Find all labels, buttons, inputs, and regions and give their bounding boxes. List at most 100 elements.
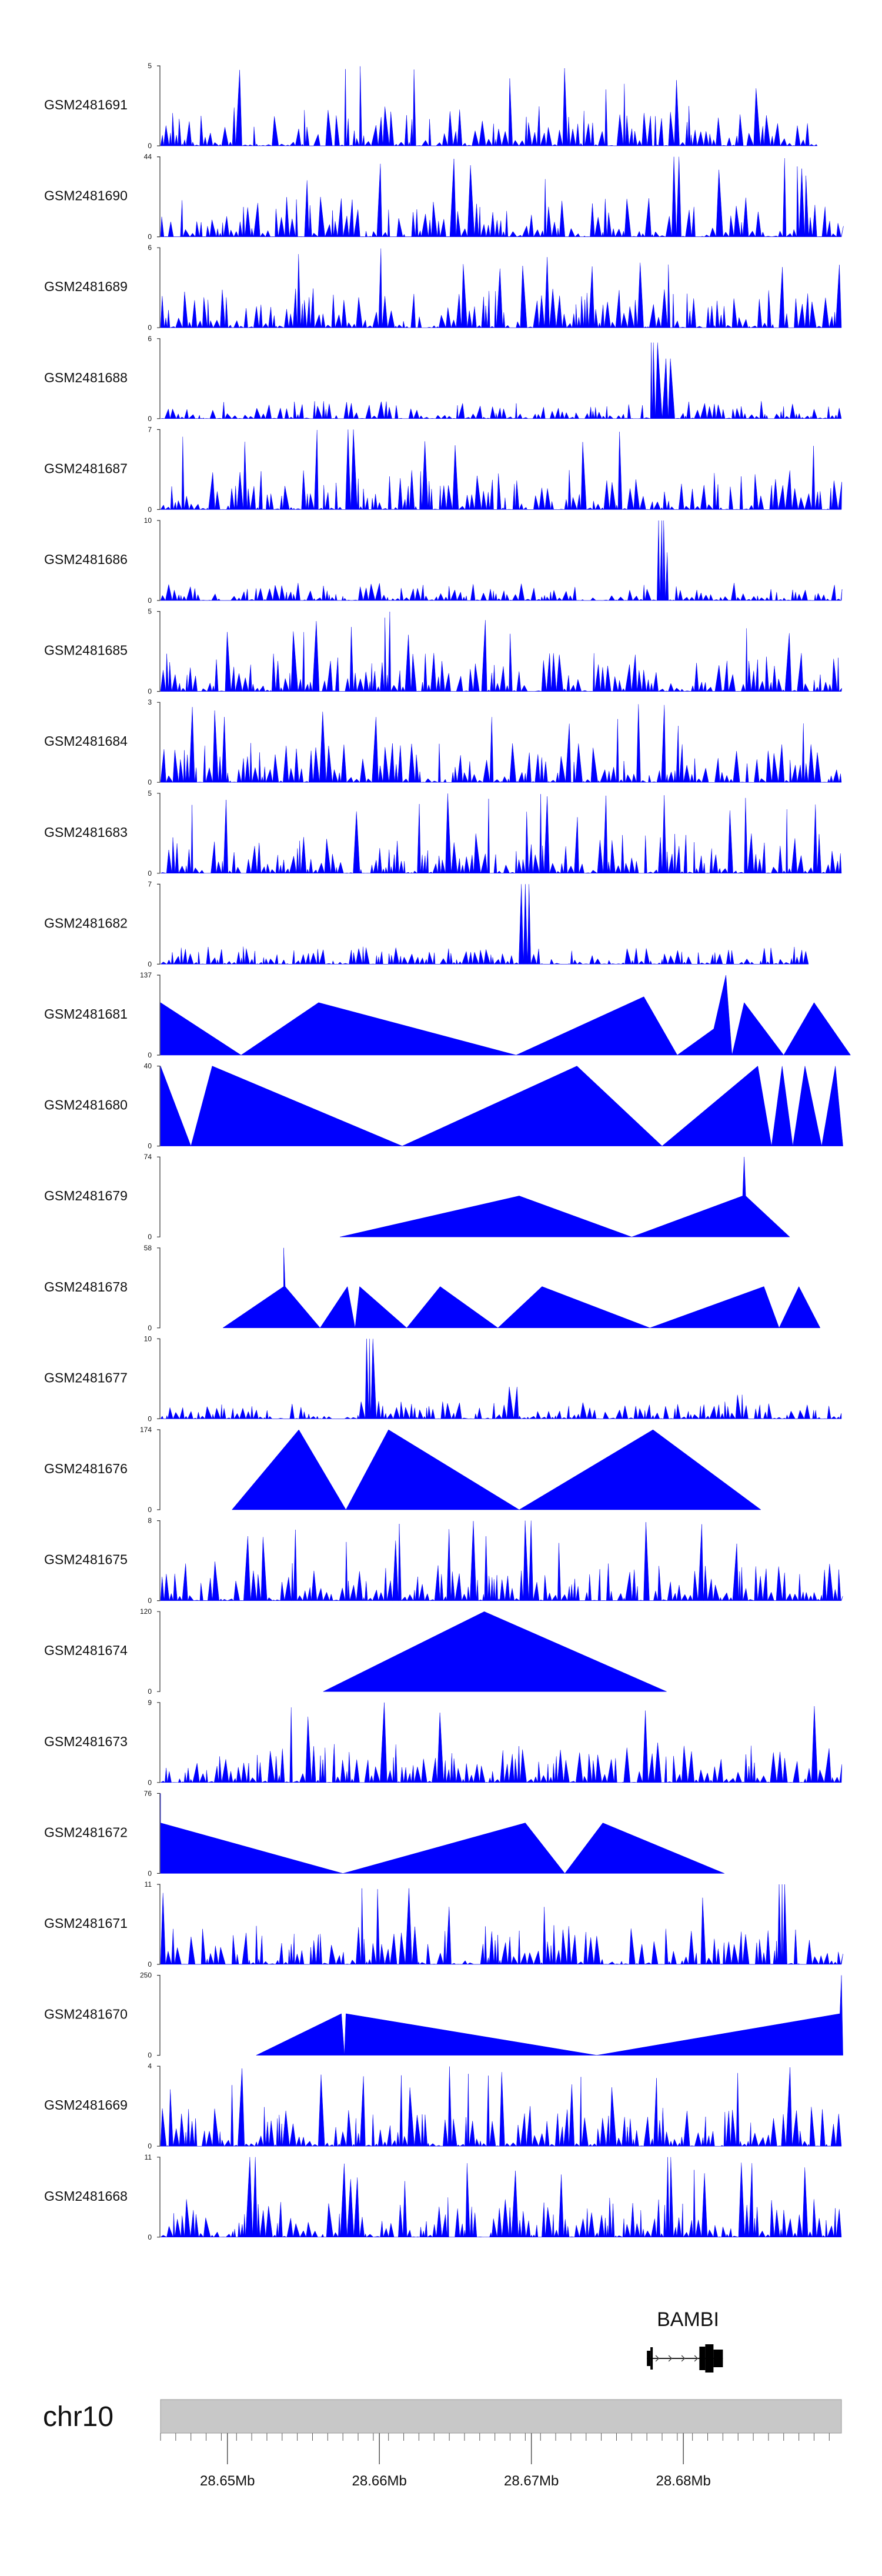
track-GSM2481679: GSM2481679 74 0 xyxy=(44,1153,790,1241)
track-label: GSM2481685 xyxy=(44,643,128,658)
coverage-area xyxy=(160,342,842,419)
y-tick-max: 5 xyxy=(148,608,152,616)
x-tick-label: 28.65Mb xyxy=(200,2473,255,2489)
coverage-area xyxy=(160,704,842,783)
coverage-area xyxy=(160,1793,725,1874)
track-GSM2481688: GSM2481688 6 0 xyxy=(44,335,842,423)
y-axis xyxy=(157,1520,161,1601)
y-tick-min: 0 xyxy=(148,1233,152,1241)
y-tick-max: 250 xyxy=(140,1971,152,1980)
y-tick-min: 0 xyxy=(148,1869,152,1877)
y-axis xyxy=(157,65,161,146)
track-label: GSM2481691 xyxy=(44,97,128,112)
gene-exon xyxy=(699,2347,706,2370)
track-label: GSM2481668 xyxy=(44,2188,128,2204)
strand-arrow-icon xyxy=(694,2355,699,2362)
coverage-area xyxy=(160,1702,843,1783)
y-axis xyxy=(157,1066,161,1147)
y-tick-max: 5 xyxy=(148,62,152,70)
y-tick-max: 137 xyxy=(140,971,152,979)
gene-exon xyxy=(713,2350,723,2367)
y-axis xyxy=(157,1975,161,2056)
track-GSM2481675: GSM2481675 8 0 xyxy=(44,1517,843,1605)
track-GSM2481672: GSM2481672 76 0 xyxy=(44,1789,725,1877)
track-label: GSM2481686 xyxy=(44,552,128,567)
coverage-area xyxy=(323,1611,667,1692)
track-GSM2481685: GSM2481685 5 0 xyxy=(44,608,843,696)
track-label: GSM2481684 xyxy=(44,733,128,749)
y-tick-min: 0 xyxy=(148,1051,152,1059)
y-tick-min: 0 xyxy=(148,1687,152,1696)
track-GSM2481674: GSM2481674 120 0 xyxy=(44,1607,667,1696)
y-tick-min: 0 xyxy=(148,2142,152,2150)
track-GSM2481686: GSM2481686 10 0 xyxy=(44,516,843,605)
track-label: GSM2481670 xyxy=(44,2007,128,2022)
coverage-area xyxy=(231,1429,761,1510)
coverage-area xyxy=(160,612,843,692)
y-tick-min: 0 xyxy=(148,323,152,332)
coverage-area xyxy=(256,1975,843,2056)
track-label: GSM2481681 xyxy=(44,1006,128,1022)
track-label: GSM2481688 xyxy=(44,370,128,385)
gene-exon xyxy=(705,2344,714,2373)
y-tick-max: 3 xyxy=(148,698,152,706)
y-tick-max: 5 xyxy=(148,789,152,798)
coverage-area xyxy=(160,975,851,1056)
y-tick-max: 120 xyxy=(140,1607,152,1616)
track-label: GSM2481676 xyxy=(44,1461,128,1476)
y-tick-max: 76 xyxy=(144,1789,152,1797)
y-tick-min: 0 xyxy=(148,2051,152,2060)
track-label: GSM2481678 xyxy=(44,1279,128,1294)
coverage-area xyxy=(222,1247,821,1329)
y-tick-min: 0 xyxy=(148,233,152,241)
coverage-area xyxy=(160,2157,842,2238)
track-label: GSM2481673 xyxy=(44,1734,128,1749)
track-GSM2481689: GSM2481689 6 0 xyxy=(44,243,842,332)
y-axis xyxy=(157,429,161,510)
track-label: GSM2481687 xyxy=(44,461,128,476)
y-axis xyxy=(157,1611,161,1692)
y-tick-min: 0 xyxy=(148,960,152,968)
y-tick-max: 7 xyxy=(148,880,152,888)
coverage-area xyxy=(160,520,843,601)
y-tick-max: 4 xyxy=(148,2062,152,2070)
track-label: GSM2481679 xyxy=(44,1188,128,1203)
y-tick-max: 40 xyxy=(144,1062,152,1070)
y-axis xyxy=(157,1702,161,1783)
y-tick-max: 8 xyxy=(148,1517,152,1525)
track-label: GSM2481683 xyxy=(44,825,128,840)
coverage-area xyxy=(160,1884,843,1965)
y-axis xyxy=(157,520,161,601)
track-label: GSM2481674 xyxy=(44,1643,128,1658)
y-axis xyxy=(157,1247,161,1329)
coverage-area xyxy=(160,1339,842,1420)
track-GSM2481670: GSM2481670 250 0 xyxy=(44,1971,843,2060)
y-tick-min: 0 xyxy=(148,1324,152,1332)
coverage-area xyxy=(160,429,842,510)
track-label: GSM2481675 xyxy=(44,1552,128,1567)
track-label: GSM2481672 xyxy=(44,1824,128,1840)
y-axis xyxy=(157,156,161,238)
coverage-area xyxy=(160,2066,842,2147)
coverage-area xyxy=(339,1157,790,1237)
track-GSM2481673: GSM2481673 9 0 xyxy=(44,1699,843,1787)
track-label: GSM2481690 xyxy=(44,188,128,203)
track-GSM2481684: GSM2481684 3 0 xyxy=(44,698,842,786)
y-tick-min: 0 xyxy=(148,1142,152,1150)
gene-exon xyxy=(650,2347,653,2370)
y-tick-max: 7 xyxy=(148,425,152,433)
y-axis xyxy=(157,1338,161,1419)
y-tick-max: 9 xyxy=(148,1699,152,1707)
track-GSM2481680: GSM2481680 40 0 xyxy=(44,1062,843,1150)
y-tick-min: 0 xyxy=(148,1414,152,1423)
y-tick-max: 6 xyxy=(148,243,152,252)
y-tick-min: 0 xyxy=(148,1960,152,1968)
x-tick-label: 28.68Mb xyxy=(656,2473,710,2489)
track-GSM2481678: GSM2481678 58 0 xyxy=(44,1244,821,1332)
track-GSM2481690: GSM2481690 44 0 xyxy=(44,153,844,241)
track-label: GSM2481677 xyxy=(44,1370,128,1385)
y-tick-min: 0 xyxy=(148,1778,152,1787)
y-tick-max: 11 xyxy=(145,2153,152,2161)
y-axis xyxy=(157,1793,161,1874)
